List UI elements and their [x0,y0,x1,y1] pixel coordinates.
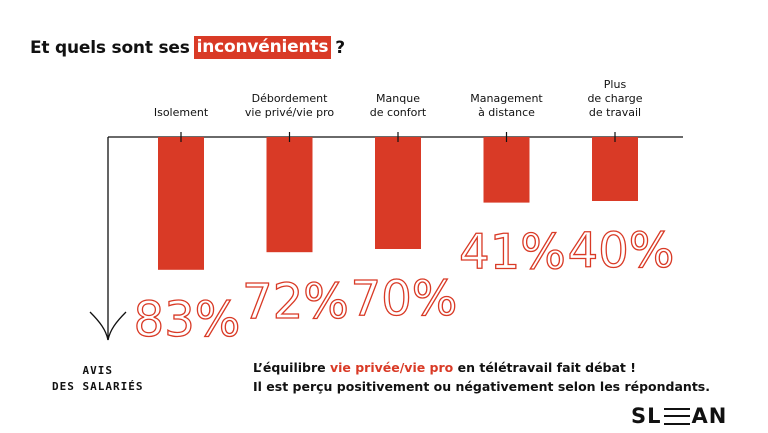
value-label-1: 83% [134,292,241,348]
y-axis-label: AVIS DES SALARIÉS [52,363,143,395]
category-label-4-line-1: Management [470,92,543,105]
y-axis-label-line-2: DES SALARIÉS [52,380,144,393]
value-label-4: 41% [459,225,566,281]
value-label-5: 40% [568,223,675,279]
category-label-1-line-1: Isolement [154,106,209,119]
bar-1 [158,137,204,270]
title-text: Et quels sont ses [30,37,190,58]
caption-line-1-start: L’équilibre [253,360,330,375]
logo-left-text: SL [631,404,662,428]
caption: L’équilibre vie privée/vie pro en télétr… [253,358,710,396]
caption-highlight: vie privée/vie pro [329,360,454,375]
caption-line-1: L’équilibre vie privée/vie pro en télétr… [253,358,710,377]
category-label-5-line-3: de travail [589,106,641,119]
bar-5 [592,137,638,201]
category-label-3-line-1: Manque [376,92,420,105]
category-label-2-line-1: Débordement [252,92,328,105]
y-axis-arrow-icon [89,311,127,341]
category-label-4-line-2: à distance [478,106,535,119]
value-label-3: 70% [351,271,458,327]
bars-group [158,137,638,270]
category-label-5-line-1: Plus [604,78,627,91]
bar-2 [266,137,313,253]
category-label-3-line-2: de confort [370,106,427,119]
logo-right-text: AN [691,404,728,428]
caption-line-1-end: en télétravail fait débat ! [453,360,636,375]
category-label-2-line-2: vie privé/vie pro [245,106,334,119]
value-label-2: 72% [242,274,349,330]
chart-title: Et quels sont ses inconvénients ? [30,36,345,59]
caption-line-2: Il est perçu positivement ou négativemen… [253,379,710,394]
value-labels-group: 83% 72% 70%41% 40% [133,222,675,348]
bar-4 [483,137,530,203]
title-highlight: inconvénients [193,36,332,59]
title-question-mark: ? [335,37,345,58]
y-axis-label-line-1: AVIS [82,364,113,377]
category-label-5-line-2: de charge [587,92,642,105]
bar-3 [375,137,421,249]
ticks-group [180,132,616,142]
brand-logo: SL AN [631,404,727,428]
logo-bars-icon [663,407,690,425]
